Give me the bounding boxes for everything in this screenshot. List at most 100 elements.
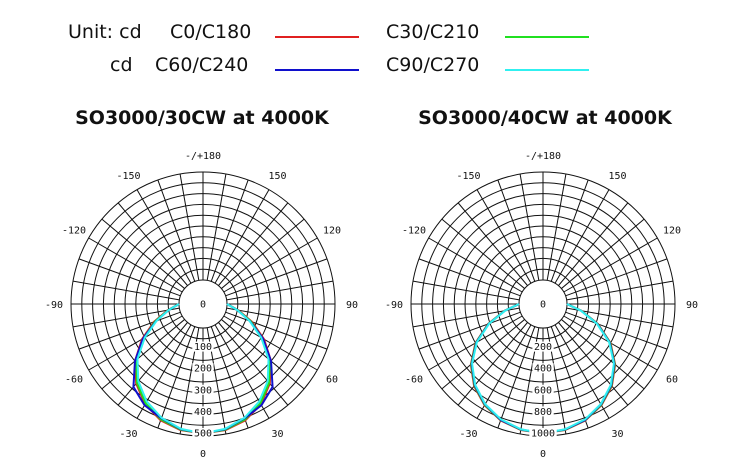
grid-spoke	[457, 322, 528, 406]
angle-label-30: 30	[271, 429, 283, 440]
angle-label-90: 90	[346, 300, 358, 311]
grid-spoke	[221, 319, 305, 390]
grid-spoke	[497, 179, 536, 282]
radial-tick-0: 0	[200, 300, 206, 311]
grid-spoke	[476, 324, 532, 419]
radial-tick-bg	[538, 299, 548, 309]
grid-spoke	[441, 218, 525, 289]
grid-spoke	[117, 202, 188, 286]
grid-spoke	[565, 311, 668, 350]
angle-label-60: -60	[65, 375, 83, 386]
angle-label-150: -150	[456, 171, 480, 182]
grid-spoke	[88, 237, 183, 293]
angle-label-30: -30	[119, 429, 137, 440]
grid-spoke	[101, 319, 185, 390]
angle-label-120: 120	[323, 226, 341, 237]
angle-label-120: -120	[62, 226, 86, 237]
radial-tick-0: 0	[540, 300, 546, 311]
radial-tick-bg	[192, 406, 214, 417]
radial-tick-bg	[532, 341, 554, 352]
grid-spoke	[550, 179, 589, 282]
grid-spoke	[546, 173, 567, 281]
grid-spoke	[214, 189, 270, 284]
grid-spoke	[218, 202, 289, 286]
radial-tick-bg	[529, 428, 557, 438]
angle-label-90: 90	[686, 300, 698, 311]
angle-label-60: 60	[326, 375, 338, 386]
grid-spoke	[418, 258, 521, 297]
grid-spoke	[101, 218, 185, 289]
grid-spoke	[223, 237, 318, 293]
grid-spoke	[519, 173, 540, 281]
grid-spoke	[72, 307, 180, 328]
angle-label-120: -120	[402, 226, 426, 237]
grid-spoke	[558, 322, 629, 406]
angle-label-150: 150	[608, 171, 626, 182]
grid-spoke	[550, 326, 589, 429]
grid-spoke	[565, 258, 668, 297]
grid-spoke	[561, 319, 645, 390]
grid-spoke	[210, 179, 249, 282]
grid-spoke	[554, 324, 610, 419]
chart-title-so3000-40cw: SO3000/40CW at 4000K	[418, 107, 673, 129]
angle-label-0: 0	[200, 449, 206, 460]
grid-spoke	[223, 315, 318, 371]
angle-label-180: -/+180	[185, 151, 221, 162]
grid-spoke	[206, 173, 227, 281]
grid-spoke	[179, 173, 200, 281]
radial-tick-400: 400	[534, 364, 552, 375]
angle-label-90: -90	[45, 300, 63, 311]
polar-chart-so3000-40cw: -/+180 -150 150 -120 120 -90 90 -60 60 -30 30 0 0 200…	[385, 151, 698, 460]
grid-spoke	[72, 280, 180, 301]
angle-label-0: 0	[540, 449, 546, 460]
radial-tick-300: 300	[194, 385, 212, 396]
radial-tick-600: 600	[534, 385, 552, 396]
grid-spoke	[210, 326, 249, 429]
chart-title-so3000-30cw: SO3000/30CW at 4000K	[75, 107, 330, 129]
radial-tick-bg	[192, 341, 214, 352]
grid-spoke	[117, 322, 188, 406]
radial-tick-100: 100	[194, 342, 212, 353]
legend-cd-prefix: cd	[110, 54, 133, 76]
grid-spoke	[157, 326, 196, 429]
angle-label-180: -/+180	[525, 151, 561, 162]
legend-label-c0-c180: C0/C180	[170, 21, 251, 43]
grid-spoke	[566, 280, 674, 301]
grid-spoke	[441, 319, 525, 390]
radial-tick-800: 800	[534, 407, 552, 418]
radial-tick-1000: 1000	[531, 429, 555, 440]
grid-spoke	[554, 189, 610, 284]
radial-tick-bg	[192, 384, 214, 395]
grid-spoke	[225, 258, 328, 297]
legend-label-c30-c210: C30/C210	[386, 21, 479, 43]
angle-label-60: 60	[666, 375, 678, 386]
legend: Unit: cd C0/C180 C30/C210 cd C60/C240 C9…	[68, 21, 589, 76]
grid-spoke	[563, 237, 658, 293]
grid-spoke	[412, 307, 520, 328]
grid-spoke	[418, 311, 521, 350]
grid-spoke	[78, 311, 181, 350]
angle-label-30: 30	[611, 429, 623, 440]
legend-unit-prefix: Unit: cd	[68, 21, 142, 43]
radial-tick-bg	[532, 363, 554, 374]
radial-tick-bg	[192, 428, 214, 438]
radial-tick-bg	[532, 384, 554, 395]
grid-spoke	[221, 218, 305, 289]
grid-spoke	[457, 202, 528, 286]
grid-spoke	[561, 218, 645, 289]
radial-tick-200: 200	[534, 342, 552, 353]
angle-label-30: -30	[459, 429, 477, 440]
grid-spoke	[566, 307, 674, 328]
grid-spoke	[428, 237, 523, 293]
polar-chart-so3000-30cw: -/+180-150 150-120 120-90 90-60 60-30 3000100…	[45, 151, 358, 460]
legend-label-c60-c240: C60/C240	[155, 54, 248, 76]
legend-label-c90-c270: C90/C270	[386, 54, 479, 76]
grid-spoke	[136, 189, 192, 284]
angle-label-150: -150	[116, 171, 140, 182]
grid-spoke	[78, 258, 181, 297]
grid-spoke	[226, 307, 334, 328]
radial-tick-bg	[198, 299, 208, 309]
radial-tick-bg	[532, 406, 554, 417]
grid-spoke	[497, 326, 536, 429]
